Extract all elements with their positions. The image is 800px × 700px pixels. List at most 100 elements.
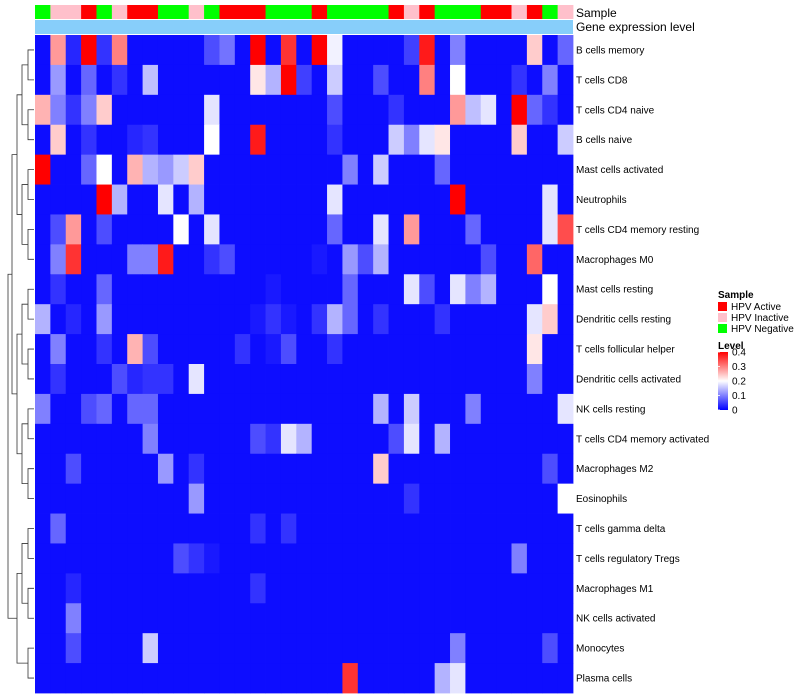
heatmap-cell: [480, 543, 497, 574]
heatmap-cell: [219, 334, 236, 365]
heatmap-cell: [465, 64, 482, 96]
heatmap-cell: [311, 513, 328, 544]
heatmap-cell: [434, 603, 451, 634]
heatmap-cell: [511, 663, 528, 694]
heatmap-cell: [250, 124, 266, 156]
heatmap-cell: [81, 393, 97, 425]
heatmap-cell: [434, 543, 451, 574]
heatmap-cell: [450, 214, 466, 245]
heatmap-cell: [157, 393, 174, 425]
heatmap-cell: [111, 663, 128, 694]
heatmap-cell: [250, 483, 266, 514]
heatmap-cell: [188, 543, 205, 574]
dendrogram-branch: [7, 273, 17, 619]
heatmap-cell: [188, 663, 205, 694]
heatmap-cell: [250, 603, 266, 634]
heatmap-cell: [557, 453, 574, 485]
heatmap-cell: [188, 244, 205, 275]
heatmap-cell: [296, 543, 313, 574]
heatmap-cell: [480, 124, 497, 156]
heatmap-cell: [373, 513, 389, 544]
sample-legend-swatch: [718, 302, 727, 311]
heatmap-cell: [173, 35, 190, 66]
heatmap-cell: [81, 244, 97, 275]
heatmap-cell: [296, 274, 313, 305]
heatmap-cell: [65, 274, 82, 305]
heatmap-cell: [280, 244, 297, 275]
heatmap-cell: [419, 393, 436, 425]
heatmap-cell: [327, 423, 343, 455]
heatmap-cell: [111, 543, 128, 574]
heatmap-cell: [342, 244, 359, 275]
heatmap-cell: [50, 543, 67, 574]
heatmap-cell: [173, 334, 190, 365]
heatmap-cell: [280, 453, 297, 485]
dendrogram-branch: [27, 587, 34, 619]
heatmap-cell: [496, 244, 512, 275]
heatmap-cell: [434, 214, 451, 245]
heatmap-cell: [403, 364, 420, 395]
sample-legend-swatch: [718, 324, 727, 333]
heatmap-cell: [357, 663, 374, 694]
heatmap-cell: [50, 244, 67, 275]
heatmap-cell: [419, 274, 436, 305]
heatmap-cells: [35, 35, 574, 694]
heatmap-cell: [327, 513, 343, 544]
heatmap-cell: [204, 603, 220, 634]
heatmap-cell: [188, 633, 205, 664]
heatmap-cell: [434, 423, 451, 455]
heatmap-cell: [357, 184, 374, 215]
heatmap-cell: [65, 364, 82, 395]
dendrogram-branch: [11, 154, 17, 395]
heatmap-cell: [480, 364, 497, 395]
sample-annotation-cell: [219, 5, 236, 19]
heatmap-cell: [234, 304, 251, 335]
heatmap-cell: [450, 453, 466, 485]
heatmap-cell: [542, 244, 559, 275]
heatmap-cell: [434, 633, 451, 664]
heatmap-cell: [219, 244, 236, 275]
row-label: Plasma cells: [576, 674, 632, 685]
heatmap-cell: [35, 633, 51, 664]
row-label: B cells naive: [576, 135, 633, 146]
heatmap-cell: [311, 274, 328, 305]
heatmap-cell: [403, 94, 420, 126]
heatmap-cell: [419, 94, 436, 126]
heatmap-cell: [234, 364, 251, 395]
heatmap-cell: [357, 274, 374, 305]
heatmap-cell: [511, 304, 528, 335]
expression-annotation-fill: [35, 20, 573, 34]
heatmap-cell: [234, 423, 251, 455]
heatmap-cell: [35, 124, 51, 156]
row-label: T cells CD4 naive: [576, 105, 655, 116]
heatmap-cell: [557, 94, 574, 126]
heatmap-cell: [480, 573, 497, 604]
heatmap-cell: [388, 214, 405, 245]
row-dendrogram: [7, 49, 34, 679]
heatmap-cell: [311, 573, 328, 604]
heatmap-cell: [434, 663, 451, 694]
heatmap-cell: [96, 184, 113, 215]
heatmap-cell: [234, 94, 251, 126]
heatmap-cell: [50, 334, 67, 365]
level-legend-gradient: [718, 352, 728, 410]
heatmap-cell: [542, 64, 559, 96]
heatmap-cell: [496, 124, 512, 156]
heatmap-cell: [142, 364, 159, 395]
heatmap-cell: [403, 543, 420, 574]
heatmap-cell: [280, 513, 297, 544]
heatmap-cell: [357, 334, 374, 365]
heatmap-cell: [496, 304, 512, 335]
heatmap-cell: [465, 364, 482, 395]
heatmap-cell: [403, 633, 420, 664]
heatmap-cell: [557, 124, 574, 156]
heatmap-cell: [142, 543, 159, 574]
heatmap-cell: [111, 274, 128, 305]
heatmap-cell: [327, 453, 343, 485]
heatmap-cell: [81, 453, 97, 485]
heatmap-cell: [480, 334, 497, 365]
sample-annotation-cell: [188, 5, 205, 19]
heatmap-cell: [342, 154, 359, 185]
heatmap-cell: [434, 364, 451, 395]
heatmap-cell: [50, 513, 67, 544]
